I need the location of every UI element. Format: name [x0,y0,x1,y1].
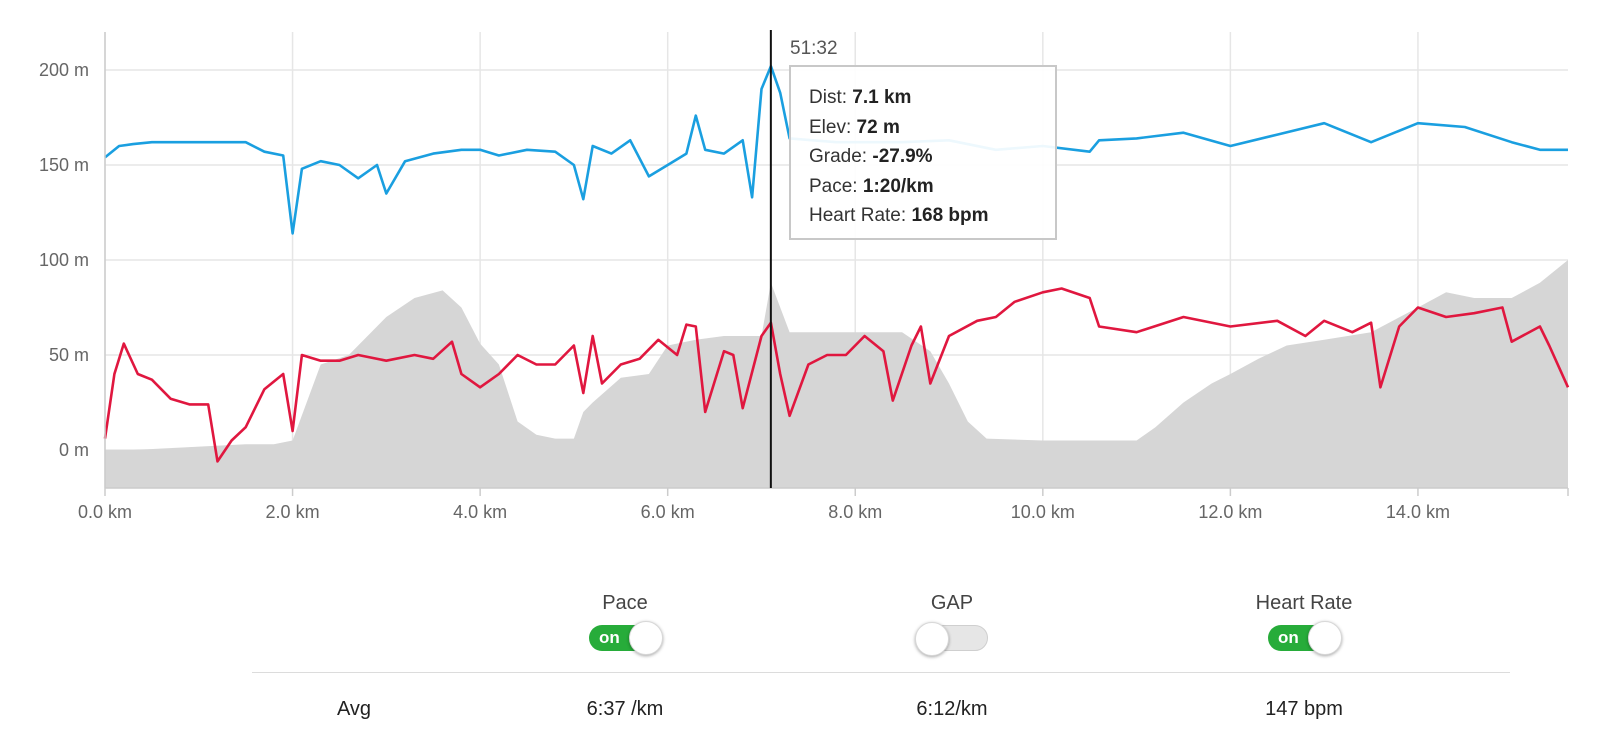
toggle-knob[interactable] [1308,621,1342,655]
heart-rate-control: Heart Rate on [1204,592,1404,656]
y-tick-label: 150 m [39,155,89,175]
toggle-on-text: on [599,628,620,647]
elevation-area [105,260,1568,488]
x-tick-label: 6.0 km [641,502,695,522]
tooltip-row-distance: Dist: 7.1 km [809,83,1055,113]
gap-toggle[interactable] [915,622,988,656]
x-tick-label: 14.0 km [1386,502,1450,522]
tooltip-row-elevation: Elev: 72 m [809,113,1055,143]
heart-rate-toggle[interactable]: on [1268,621,1342,655]
toggle-knob[interactable] [629,621,663,655]
tooltip-label: Pace: [809,175,858,197]
heart-rate-line [103,287,1570,463]
chart-series [103,64,1570,488]
avg-row-label: Avg [336,698,372,720]
activity-chart[interactable]: 0 m 50 m 100 m 150 m 200 m 0.0 km 2.0 km 4.0 km… [0,0,1600,530]
toggle-on-text: on [1278,628,1299,647]
tooltip-label: Heart Rate: [809,205,907,226]
tooltip-value: 7.1 km [852,87,912,108]
heart-rate-toggle-label: Heart Rate [1255,592,1353,614]
pace-toggle-label: Pace [602,592,648,614]
tooltip-value: 72 m [856,116,900,138]
chart-tooltip: Dist: 7.1 km Elev: 72 m Grade: -27.9% Pa… [789,65,1057,240]
y-tick-label: 200 m [39,60,89,80]
x-tick-label: 8.0 km [828,502,882,522]
tooltip-value: 168 bpm [911,205,989,226]
y-tick-label: 0 m [59,440,89,460]
x-tick-label: 0.0 km [78,502,132,522]
tooltip-value: -27.9% [872,146,933,167]
x-tick-label: 4.0 km [453,502,507,522]
tooltip-row-grade: Grade: -27.9% [809,142,1055,172]
cursor-time-label: 51:32 [790,38,838,59]
y-tick-label: 100 m [39,250,89,270]
avg-heart-rate-value: 147 bpm [1265,698,1343,720]
stats-divider [252,672,1510,673]
y-tick-label: 50 m [49,345,89,365]
tooltip-row-heart-rate: Heart Rate: 168 bpm [809,201,1055,231]
avg-pace-value: 6:37 /km [586,698,664,720]
tooltip-value: 1:20/km [862,175,934,197]
chart-axes: 0 m 50 m 100 m 150 m 200 m 0.0 km 2.0 km 4.0 km… [39,32,1569,522]
x-tick-label: 12.0 km [1198,502,1262,522]
gap-control: GAP [852,592,1052,656]
toggle-knob[interactable] [915,622,949,656]
pace-control: Pace on [525,592,725,656]
pace-line [104,64,1568,235]
tooltip-row-pace: Pace: 1:20/km [809,172,1055,202]
avg-gap-value: 6:12/km [916,698,988,720]
x-tick-label: 2.0 km [266,502,320,522]
tooltip-label: Grade: [809,146,868,167]
gap-toggle-label: GAP [930,592,974,614]
x-tick-label: 10.0 km [1011,502,1075,522]
tooltip-label: Dist: [809,87,847,108]
pace-toggle[interactable]: on [589,621,663,655]
tooltip-label: Elev: [809,116,852,138]
